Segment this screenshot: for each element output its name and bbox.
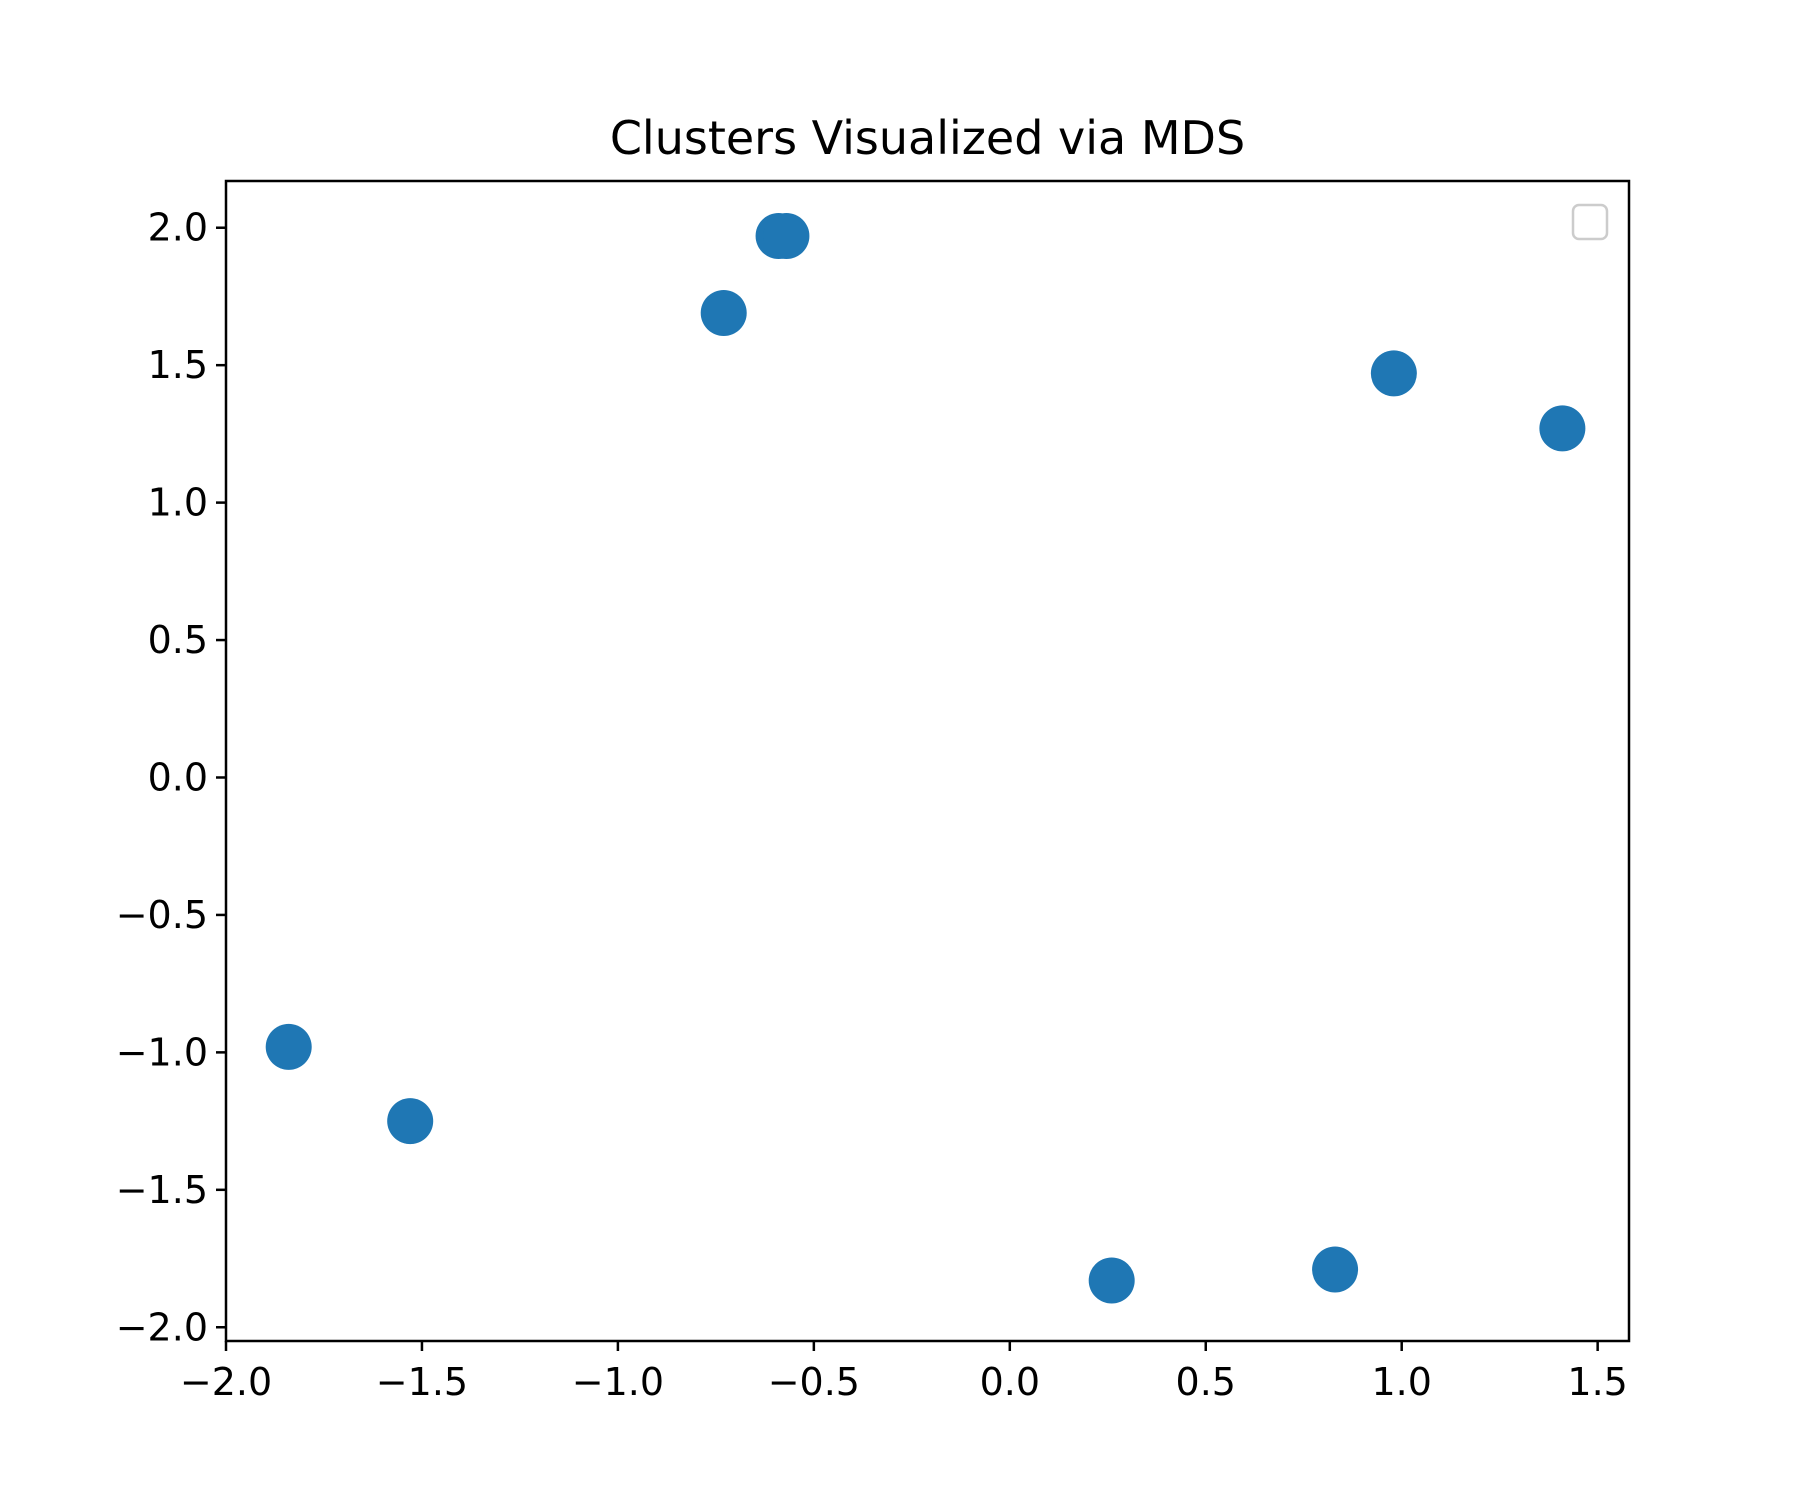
y-tick-label: 1.0	[148, 481, 208, 525]
scatter-point	[1312, 1246, 1359, 1293]
x-tick-label: −0.5	[768, 1360, 860, 1404]
x-tick-label: −1.5	[376, 1360, 468, 1404]
scatter-points	[265, 212, 1586, 1304]
scatter-point	[1088, 1257, 1135, 1304]
scatter-point	[1370, 350, 1417, 397]
y-tick-label: 0.0	[148, 755, 208, 799]
x-tick-label: −1.0	[572, 1360, 664, 1404]
scatter-point	[700, 289, 747, 336]
x-tick-label: −2.0	[180, 1360, 272, 1404]
chart-title: Clusters Visualized via MDS	[610, 111, 1245, 165]
y-tick-label: −0.5	[116, 893, 208, 937]
plot-frame	[224, 179, 1631, 1343]
y-tick-label: 1.5	[148, 343, 208, 387]
scatter-point	[387, 1098, 434, 1145]
y-tick-label: −2.0	[116, 1305, 208, 1349]
y-tick-label: −1.5	[116, 1168, 208, 1212]
x-tick-label: 1.5	[1567, 1360, 1627, 1404]
legend-box	[1571, 203, 1609, 241]
y-axis: −2.0 −1.5 −1.0 −0.5 0.0 0.5 1.0 1.5 2.0	[116, 206, 226, 1349]
scatter-point	[265, 1023, 312, 1070]
x-tick-label: 0.5	[1176, 1360, 1236, 1404]
x-tick-label: 0.0	[980, 1360, 1040, 1404]
x-tick-label: 1.0	[1371, 1360, 1431, 1404]
scatter-point	[763, 212, 810, 259]
y-tick-label: −1.0	[116, 1030, 208, 1074]
scatter-point	[1539, 405, 1586, 452]
y-tick-label: 0.5	[148, 618, 208, 662]
x-axis: −2.0 −1.5 −1.0 −0.5 0.0 0.5 1.0 1.5	[180, 1341, 1628, 1404]
y-tick-label: 2.0	[148, 206, 208, 250]
